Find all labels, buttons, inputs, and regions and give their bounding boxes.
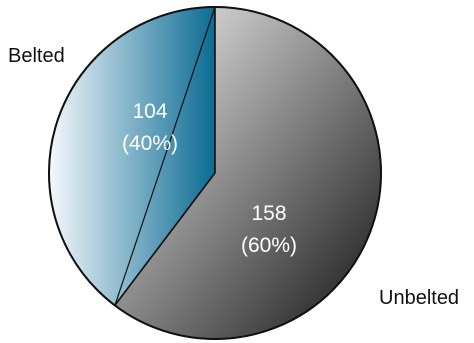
- belted-value-label: 104: [132, 100, 167, 123]
- slice-divider: [114, 6, 216, 306]
- unbelted-category-label: Unbelted: [379, 287, 459, 309]
- unbelted-percent-label: (60%): [241, 234, 297, 257]
- unbelted-value-label: 158: [251, 202, 286, 225]
- belted-percent-label: (40%): [122, 132, 178, 155]
- belted-category-label: Belted: [8, 45, 65, 67]
- pie-slices: [48, 6, 382, 340]
- pie-outline: [48, 6, 382, 340]
